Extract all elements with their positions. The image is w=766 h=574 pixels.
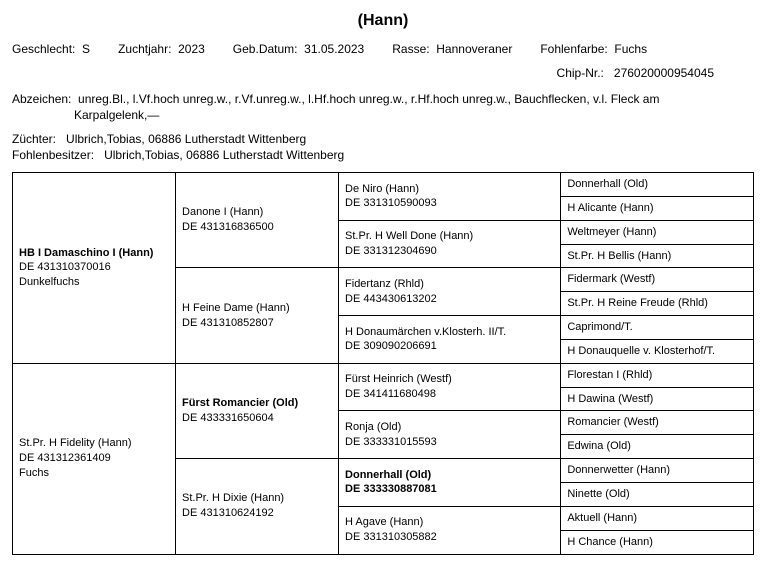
markings-cont: Karpalgelenk,— — [12, 108, 754, 122]
g2-dd-name: St.Pr. H Dixie (Hann) — [182, 492, 284, 504]
g2-ds-id: DE 433331650604 — [182, 412, 274, 424]
g4-r4: Fidermark (Westf) — [561, 268, 754, 292]
markings-value-1: unreg.Bl., l.Vf.hoch unreg.w., r.Vf.unre… — [78, 92, 659, 106]
g3-ssd-id: DE 331312304690 — [345, 245, 437, 257]
g2-sd: H Feine Dame (Hann) DE 431310852807 — [176, 268, 339, 363]
g4-r14: Aktuell (Hann) — [561, 506, 754, 530]
chip-line: Chip-Nr.: 276020000954045 — [12, 66, 754, 80]
g3-dsd-id: DE 333331015593 — [345, 436, 437, 448]
g3-dsd: Ronja (Old) DE 333331015593 — [339, 411, 561, 459]
g3-sdd-id: DE 309090206691 — [345, 340, 437, 352]
g4-r10: Romancier (Westf) — [561, 411, 754, 435]
birth-label: Geb.Datum: — [233, 42, 298, 56]
breeder-label: Züchter: — [12, 132, 56, 146]
g3-sds-id: DE 443430613202 — [345, 293, 437, 305]
g3-dds-id: DE 333330887081 — [345, 483, 437, 495]
info-line-1: Geschlecht: S Zuchtjahr: 2023 Geb.Datum:… — [12, 42, 754, 56]
g2-ss-id: DE 431316836500 — [182, 221, 274, 233]
g4-r9: H Dawina (Westf) — [561, 387, 754, 411]
g4-r7: H Donauquelle v. Klosterhof/T. — [561, 339, 754, 363]
g1-dam-name: St.Pr. H Fidelity (Hann) — [19, 437, 131, 449]
year-pair: Zuchtjahr: 2023 — [118, 42, 205, 56]
year-label: Zuchtjahr: — [118, 42, 171, 56]
g3-dsd-name: Ronja (Old) — [345, 421, 401, 433]
owner-value: Ulbrich,Tobias, 06886 Lutherstadt Witten… — [104, 148, 344, 162]
g3-ddd: H Agave (Hann) DE 331310305882 — [339, 506, 561, 554]
g3-sss: De Niro (Hann) DE 331310590093 — [339, 173, 561, 221]
g2-ds: Fürst Romancier (Old) DE 433331650604 — [176, 363, 339, 458]
g1-dam: St.Pr. H Fidelity (Hann) DE 431312361409… — [13, 363, 176, 554]
color-value: Fuchs — [614, 42, 647, 56]
pedigree-table: HB I Damaschino I (Hann) DE 431310370016… — [12, 172, 754, 555]
g4-r11: Edwina (Old) — [561, 435, 754, 459]
breeder-line: Züchter: Ulbrich,Tobias, 06886 Luthersta… — [12, 132, 754, 146]
g4-r6: Caprimond/T. — [561, 316, 754, 340]
g4-r3: St.Pr. H Bellis (Hann) — [561, 244, 754, 268]
g2-sd-name: H Feine Dame (Hann) — [182, 302, 290, 314]
g3-sds: Fidertanz (Rhld) DE 443430613202 — [339, 268, 561, 316]
g3-dss-name: Fürst Heinrich (Westf) — [345, 373, 452, 385]
g3-ddd-id: DE 331310305882 — [345, 531, 437, 543]
chip-label: Chip-Nr.: — [557, 66, 604, 80]
g3-dds-name: Donnerhall (Old) — [345, 469, 431, 481]
g2-ss-name: Danone I (Hann) — [182, 206, 263, 218]
breed-pair: Rasse: Hannoveraner — [392, 42, 512, 56]
sex-pair: Geschlecht: S — [12, 42, 90, 56]
g4-r12: Donnerwetter (Hann) — [561, 459, 754, 483]
g3-sds-name: Fidertanz (Rhld) — [345, 278, 424, 290]
g3-sss-name: De Niro (Hann) — [345, 183, 419, 195]
g3-ddd-name: H Agave (Hann) — [345, 516, 423, 528]
g4-r1: H Alicante (Hann) — [561, 196, 754, 220]
g4-r0: Donnerhall (Old) — [561, 173, 754, 197]
g3-dss-id: DE 341411680498 — [345, 388, 436, 400]
g3-dds: Donnerhall (Old) DE 333330887081 — [339, 459, 561, 507]
g3-sdd: H Donaumärchen v.Klosterh. II/T. DE 3090… — [339, 316, 561, 364]
g3-sss-id: DE 331310590093 — [345, 197, 437, 209]
g1-sire-color: Dunkelfuchs — [19, 276, 80, 288]
sex-value: S — [82, 42, 90, 56]
g1-dam-id: DE 431312361409 — [19, 452, 111, 464]
color-label: Fohlenfarbe: — [540, 42, 607, 56]
g4-r8: Florestan I (Rhld) — [561, 363, 754, 387]
g1-sire-id: DE 431310370016 — [19, 261, 111, 273]
g3-dss: Fürst Heinrich (Westf) DE 341411680498 — [339, 363, 561, 411]
year-value: 2023 — [178, 42, 205, 56]
g2-ds-name: Fürst Romancier (Old) — [182, 397, 298, 409]
birth-value: 31.05.2023 — [304, 42, 364, 56]
g3-sdd-name: H Donaumärchen v.Klosterh. II/T. — [345, 326, 506, 338]
g1-dam-color: Fuchs — [19, 467, 49, 479]
g2-ss: Danone I (Hann) DE 431316836500 — [176, 173, 339, 268]
breeder-value: Ulbrich,Tobias, 06886 Lutherstadt Witten… — [66, 132, 306, 146]
page-title: (Hann) — [12, 12, 754, 30]
color-pair: Fohlenfarbe: Fuchs — [540, 42, 647, 56]
g3-ssd: St.Pr. H Well Done (Hann) DE 33131230469… — [339, 220, 561, 268]
g2-sd-id: DE 431310852807 — [182, 317, 274, 329]
g1-sire: HB I Damaschino I (Hann) DE 431310370016… — [13, 173, 176, 364]
g2-dd: St.Pr. H Dixie (Hann) DE 431310624192 — [176, 459, 339, 554]
breed-value: Hannoveraner — [436, 42, 512, 56]
birth-pair: Geb.Datum: 31.05.2023 — [233, 42, 364, 56]
breed-label: Rasse: — [392, 42, 429, 56]
markings-label: Abzeichen: — [12, 92, 71, 106]
g4-r13: Ninette (Old) — [561, 482, 754, 506]
owner-line: Fohlenbesitzer: Ulbrich,Tobias, 06886 Lu… — [12, 148, 754, 162]
g4-r15: H Chance (Hann) — [561, 530, 754, 554]
sex-label: Geschlecht: — [12, 42, 75, 56]
g1-sire-name: HB I Damaschino I (Hann) — [19, 247, 153, 259]
g4-r2: Weltmeyer (Hann) — [561, 220, 754, 244]
owner-label: Fohlenbesitzer: — [12, 148, 94, 162]
chip-value: 276020000954045 — [614, 66, 714, 80]
g2-dd-id: DE 431310624192 — [182, 507, 274, 519]
g3-ssd-name: St.Pr. H Well Done (Hann) — [345, 230, 473, 242]
g4-r5: St.Pr. H Reine Freude (Rhld) — [561, 292, 754, 316]
markings-line: Abzeichen: unreg.Bl., l.Vf.hoch unreg.w.… — [12, 92, 754, 106]
